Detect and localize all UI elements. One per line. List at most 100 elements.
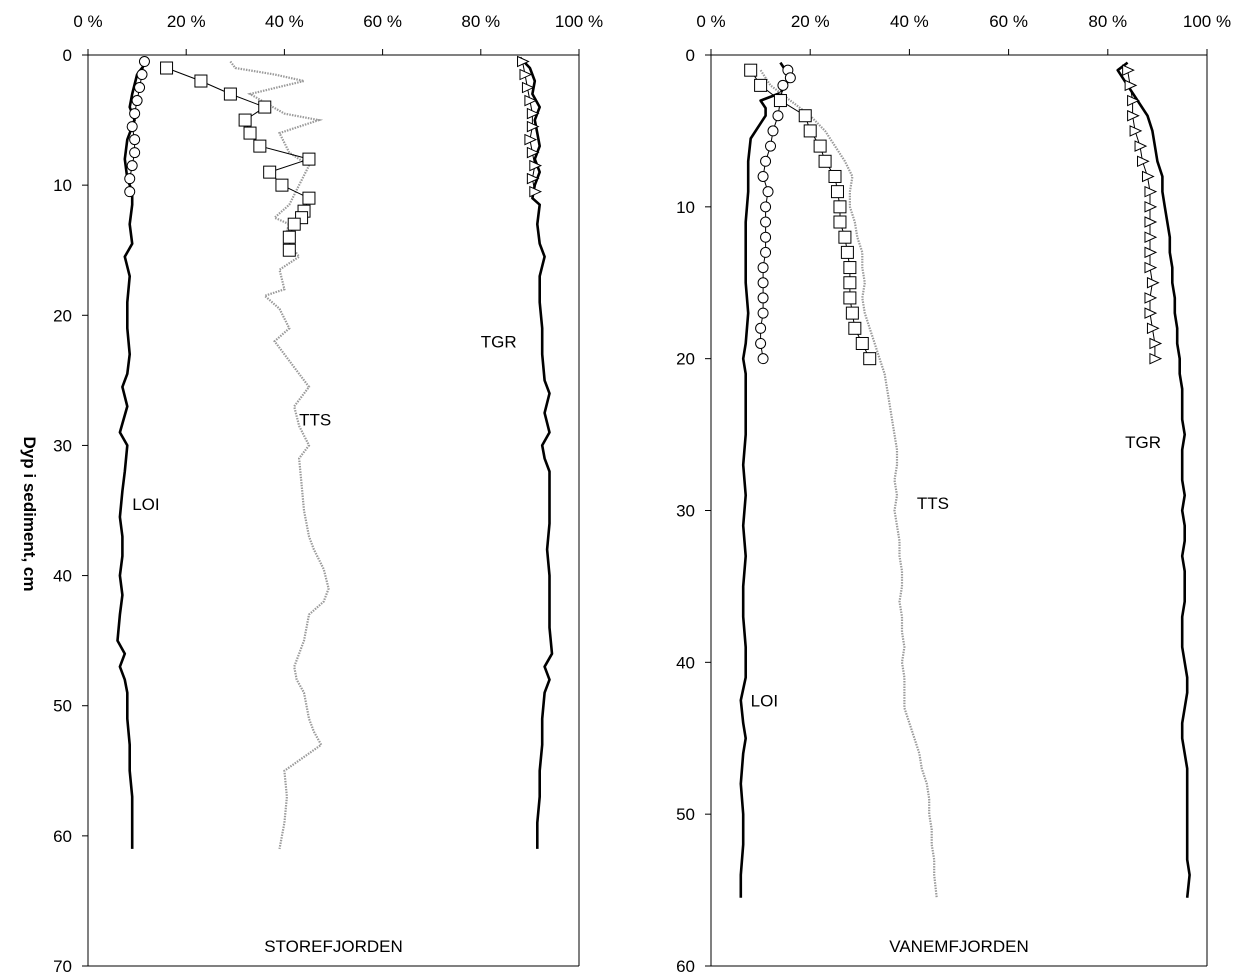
storefjorden-tgr-markers-point <box>526 146 540 159</box>
storefjorden-tts-markers-point <box>287 217 301 231</box>
storefjorden-tts-markers-point <box>282 230 296 244</box>
storefjorden-y-tick-label: 60 <box>53 827 72 846</box>
vanemfjorden-tts-markers-point <box>833 200 847 214</box>
storefjorden-tgr-markers-point <box>524 133 538 146</box>
vanemfjorden-loi-markers-point <box>757 262 769 274</box>
vanemfjorden-tgr-markers-point <box>1144 216 1158 228</box>
vanemfjorden-tgr-markers-point <box>1146 322 1160 335</box>
vanemfjorden-tts-line <box>759 69 938 898</box>
storefjorden-tts-markers-point <box>243 126 257 140</box>
storefjorden-loi-markers-point <box>126 121 138 133</box>
vanemfjorden-y-tick-label: 30 <box>676 502 695 521</box>
vanemfjorden-tgr-markers-point <box>1146 276 1160 289</box>
vanemfjorden-x-tick-label: 100 % <box>1183 12 1231 31</box>
storefjorden-loi-markers-point <box>131 95 143 107</box>
storefjorden-tts-markers-point <box>302 152 316 166</box>
vanemfjorden-loi-markers-point <box>767 125 779 137</box>
storefjorden-y-tick-label: 50 <box>53 697 72 716</box>
vanemfjorden-tts-markers-point <box>833 215 847 229</box>
vanemfjorden-tgr-markers-point <box>1149 337 1163 350</box>
storefjorden-x-tick-label: 40 % <box>265 12 304 31</box>
vanemfjorden-tts-markers-point <box>848 321 862 335</box>
storefjorden-panel: 0 % 20 % 40 % 60 % 80 % 100 % 0 10 20 30 40 50 60 70 L… <box>53 12 603 973</box>
vanemfjorden-tgr-markers-point <box>1127 94 1140 107</box>
storefjorden-tgr-markers-point <box>519 68 533 81</box>
vanemfjorden-loi-series-label: LOI <box>751 691 778 710</box>
storefjorden-y-tick-label: 10 <box>53 176 72 195</box>
storefjorden-y-tick-label: 70 <box>53 957 72 973</box>
storefjorden-x-tick-label: 80 % <box>461 12 500 31</box>
vanemfjorden-tgr-markers-point <box>1134 140 1148 152</box>
storefjorden-tts-markers-point <box>258 100 272 114</box>
storefjorden-y-tick-label: 0 <box>63 46 72 65</box>
vanemfjorden-tts-markers-point <box>803 124 817 138</box>
storefjorden-loi-series-label: LOI <box>132 495 159 514</box>
vanemfjorden-tts-markers-point <box>838 230 852 244</box>
vanemfjorden-loi-markers-point <box>757 277 769 289</box>
storefjorden-tgr-markers-point <box>529 159 543 172</box>
vanemfjorden-loi-markers-point <box>755 322 767 334</box>
vanemfjorden-tgr-markers-point <box>1137 155 1150 168</box>
vanemfjorden-panel-label: VANEMFJORDEN <box>889 937 1028 956</box>
vanemfjorden-y-tick-label: 40 <box>676 653 695 672</box>
storefjorden-tts-markers-line <box>166 67 311 251</box>
storefjorden-tgr-markers-point <box>526 107 540 120</box>
storefjorden-x-tick-label: 60 % <box>363 12 402 31</box>
vanemfjorden-tts-markers-point <box>843 261 857 275</box>
storefjorden-tts-markers-point <box>160 61 174 75</box>
vanemfjorden-x-tick-label: 80 % <box>1088 12 1127 31</box>
vanemfjorden-tgr-markers-point <box>1129 125 1143 137</box>
storefjorden-loi-line <box>116 60 148 849</box>
storefjorden-tts-markers-point <box>282 243 296 257</box>
vanemfjorden-loi-markers-point <box>757 170 769 182</box>
storefjorden-tts-markers-point <box>238 113 252 127</box>
vanemfjorden-tgr-markers-point <box>1144 201 1158 213</box>
storefjorden-tts-markers-point <box>263 165 277 179</box>
storefjorden-tts-markers-point <box>275 178 289 192</box>
vanemfjorden-tts-markers-point <box>798 109 812 123</box>
vanemfjorden-tts-markers-point <box>855 336 869 350</box>
vanemfjorden-x-tick-label: 60 % <box>989 12 1028 31</box>
vanemfjorden-loi-line <box>739 61 792 898</box>
vanemfjorden-loi-markers-point <box>755 337 767 349</box>
storefjorden-tgr-markers-point <box>521 81 535 94</box>
vanemfjorden-x-tick-label: 20 % <box>791 12 830 31</box>
storefjorden-tts-series-label: TTS <box>299 410 331 429</box>
storefjorden-x-tick-label: 20 % <box>167 12 206 31</box>
vanemfjorden-tgr-markers-point <box>1141 170 1155 183</box>
vanemfjorden-loi-markers-point <box>772 110 784 122</box>
storefjorden-tgr-markers-point <box>517 55 530 68</box>
vanemfjorden-loi-markers-point <box>777 79 789 91</box>
storefjorden-tts-markers-point <box>253 139 267 153</box>
storefjorden-tgr-line <box>519 56 554 849</box>
vanemfjorden-loi-markers-point <box>760 231 772 243</box>
vanemfjorden-tts-series-label: TTS <box>917 494 949 513</box>
storefjorden-loi-markers-point <box>129 108 141 120</box>
vanemfjorden-y-tick-label: 20 <box>676 350 695 369</box>
vanemfjorden-loi-markers-point <box>762 186 774 198</box>
storefjorden-tts-markers-point <box>194 74 208 88</box>
vanemfjorden-loi-markers-point <box>760 216 772 228</box>
storefjorden-tgr-markers-point <box>526 120 540 133</box>
storefjorden-tgr-markers-point <box>526 172 540 185</box>
storefjorden-tgr-markers-point <box>524 94 538 107</box>
vanemfjorden-tgr-markers-point <box>1124 79 1138 92</box>
vanemfjorden-tgr-markers-point <box>1127 109 1140 122</box>
vanemfjorden-y-tick-label: 60 <box>676 957 695 973</box>
vanemfjorden-tgr-markers-point <box>1144 185 1158 198</box>
storefjorden-loi-markers-point <box>129 134 141 146</box>
vanemfjorden-tts-markers-point <box>744 63 758 77</box>
vanemfjorden-loi-markers-point <box>757 353 769 365</box>
storefjorden-loi-markers-point <box>129 147 141 159</box>
storefjorden-loi-markers-point <box>138 56 150 68</box>
vanemfjorden-y-tick-label: 0 <box>686 46 695 65</box>
vanemfjorden-x-tick-label: 0 % <box>696 12 725 31</box>
vanemfjorden-tts-markers-point <box>843 276 857 290</box>
vanemfjorden-tts-markers-point <box>863 352 877 366</box>
vanemfjorden-tts-markers-point <box>828 169 842 183</box>
storefjorden-loi-markers-point <box>136 69 148 81</box>
vanemfjorden-tgr-line <box>1116 61 1191 898</box>
vanemfjorden-loi-markers-point <box>757 292 769 304</box>
storefjorden-x-tick-label: 0 % <box>73 12 102 31</box>
storefjorden-y-tick-label: 30 <box>53 436 72 455</box>
